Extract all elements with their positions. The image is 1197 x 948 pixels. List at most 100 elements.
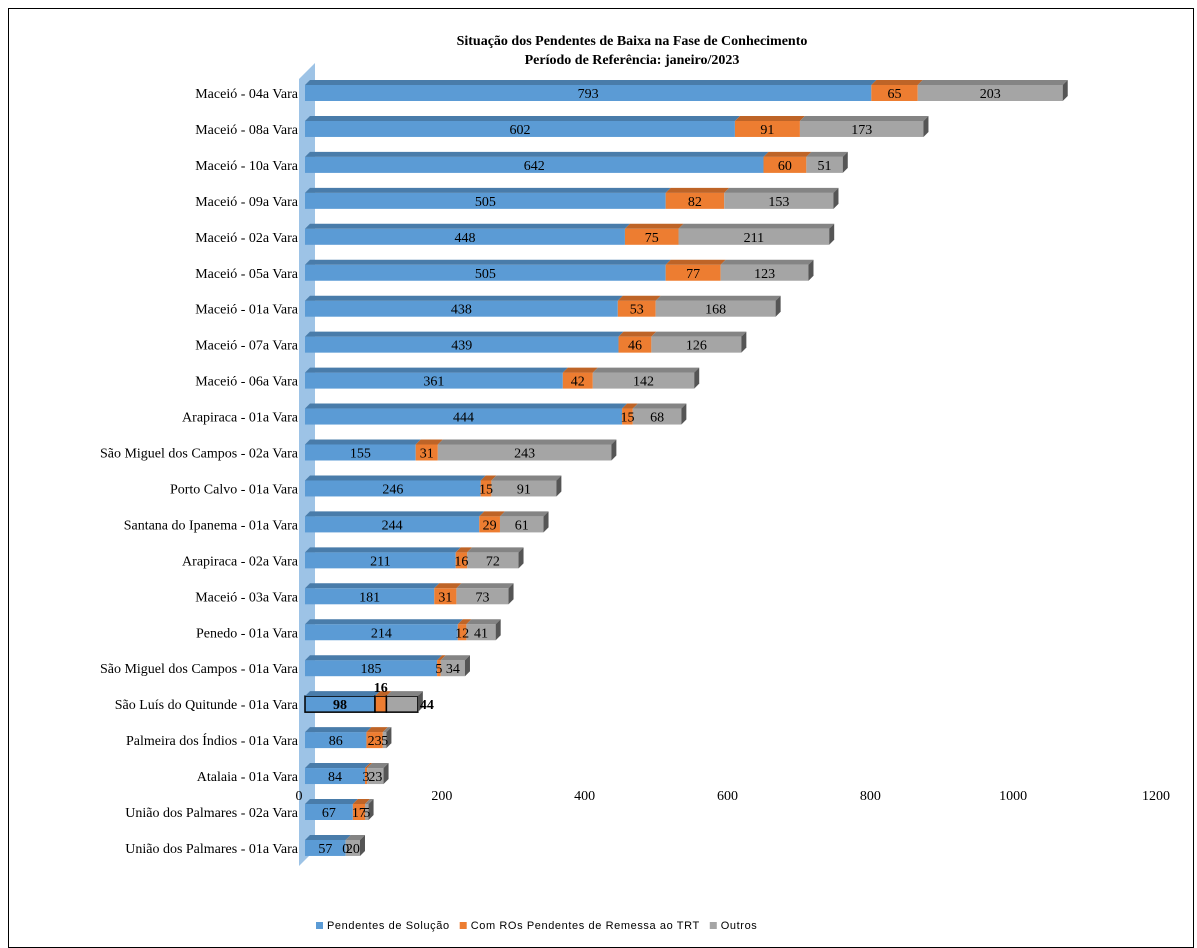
- data-label: 12: [455, 626, 469, 641]
- data-label: 181: [359, 590, 380, 605]
- bar-segment-top: [305, 475, 486, 480]
- bar-segment-top: [656, 296, 781, 301]
- data-label: 23: [368, 770, 382, 785]
- bar-segment-top: [305, 655, 442, 660]
- data-label: 438: [451, 303, 472, 318]
- data-label: 123: [754, 267, 775, 282]
- legend-swatch: [316, 922, 323, 929]
- data-label: 168: [705, 303, 726, 318]
- data-label: 361: [423, 375, 444, 390]
- category-label: União dos Palmares - 02a Vara: [125, 806, 299, 821]
- bar-segment-top: [305, 691, 380, 696]
- data-label: 91: [760, 123, 774, 138]
- data-label: 84: [328, 770, 342, 785]
- data-label: 98: [333, 698, 347, 713]
- bar-segment: [386, 696, 417, 712]
- data-label: 68: [650, 411, 664, 426]
- legend-swatch: [460, 922, 467, 929]
- category-label: Maceió - 05a Vara: [195, 267, 299, 282]
- legend-label: Pendentes de Solução: [327, 920, 450, 932]
- data-label: 60: [778, 159, 792, 174]
- legend-label: Com ROs Pendentes de Remessa ao TRT: [471, 920, 700, 932]
- bar-segment-top: [305, 763, 370, 768]
- x-tick-label: 600: [717, 789, 738, 804]
- bar-segment-top: [763, 152, 811, 157]
- bar-segment: [375, 696, 386, 712]
- category-label: São Miguel dos Campos - 01a Vara: [100, 662, 299, 677]
- category-label: São Luís do Quitunde - 01a Vara: [115, 698, 299, 713]
- bar-segment-top: [305, 116, 740, 121]
- category-label: Maceió - 01a Vara: [195, 303, 299, 318]
- data-label: 5: [363, 806, 370, 821]
- bar-segment-top: [305, 260, 671, 265]
- category-label: Maceió - 03a Vara: [195, 590, 299, 605]
- category-label: Maceió - 04a Vara: [195, 87, 299, 102]
- category-label: Maceió - 06a Vara: [195, 375, 299, 390]
- bar-segment-top: [500, 511, 549, 516]
- data-label: 505: [475, 195, 496, 210]
- category-label: Santana do Ipanema - 01a Vara: [124, 518, 299, 533]
- data-label: 61: [515, 518, 529, 533]
- data-label: 244: [382, 518, 403, 533]
- bar-segment-top: [806, 152, 847, 157]
- category-label: Arapiraca - 01a Vara: [182, 411, 299, 426]
- category-label: Palmeira dos Índios - 01a Vara: [126, 732, 299, 749]
- bar-segment-top: [305, 799, 358, 804]
- data-label: 46: [628, 339, 642, 354]
- bar-segment-top: [467, 547, 523, 552]
- legend-label: Outros: [721, 920, 758, 932]
- data-label: 173: [851, 123, 872, 138]
- data-label: 448: [454, 231, 475, 246]
- bar-segment-top: [305, 152, 768, 157]
- data-label: 15: [479, 482, 493, 497]
- data-label: 75: [645, 231, 659, 246]
- bar-segment-top: [305, 296, 623, 301]
- category-label: São Miguel dos Campos - 02a Vara: [100, 447, 299, 462]
- x-tick-label: 1000: [999, 789, 1027, 804]
- bar-segment-top: [721, 260, 814, 265]
- category-label: Arapiraca - 02a Vara: [182, 554, 299, 569]
- x-tick-label: 800: [860, 789, 881, 804]
- data-label: 16: [374, 681, 388, 696]
- data-label: 82: [688, 195, 702, 210]
- data-label: 214: [371, 626, 392, 641]
- data-label: 91: [517, 482, 531, 497]
- data-label: 602: [509, 123, 530, 138]
- data-label: 57: [318, 842, 332, 857]
- bar-segment-top: [679, 224, 835, 229]
- bar-segment-top: [305, 835, 351, 840]
- bar-segment-top: [386, 691, 422, 696]
- bar-segment-top: [305, 224, 630, 229]
- data-label: 44: [420, 698, 434, 713]
- bar-segment-top: [619, 332, 657, 337]
- data-label: 51: [818, 159, 832, 174]
- data-label: 126: [686, 339, 707, 354]
- x-tick-label: 200: [431, 789, 452, 804]
- bar-segment-top: [800, 116, 929, 121]
- bar-segment-top: [305, 511, 484, 516]
- category-label: Penedo - 01a Vara: [196, 626, 299, 641]
- bar-segment-top: [466, 619, 500, 624]
- bar-segment-top: [724, 188, 838, 193]
- data-label: 23: [368, 734, 382, 749]
- bar-segment-top: [305, 727, 371, 732]
- bar-segment-top: [456, 583, 513, 588]
- data-label: 77: [686, 267, 700, 282]
- data-label: 211: [744, 231, 764, 246]
- bar-segment-top: [871, 80, 922, 85]
- data-label: 53: [630, 303, 644, 318]
- category-label: Porto Calvo - 01a Vara: [170, 482, 299, 497]
- category-label: Atalaia - 01a Vara: [197, 770, 299, 785]
- bar-segment-top: [563, 368, 598, 373]
- data-label: 72: [486, 554, 500, 569]
- category-label: União dos Palmares - 01a Vara: [125, 842, 299, 857]
- bar-segment-top: [491, 475, 561, 480]
- x-tick-label: 0: [296, 789, 303, 804]
- bar-segment-top: [305, 332, 624, 337]
- x-tick-label: 400: [574, 789, 595, 804]
- data-label: 246: [382, 482, 403, 497]
- bar-segment-top: [651, 332, 746, 337]
- category-label: Maceió - 08a Vara: [195, 123, 299, 138]
- bar-segment-top: [305, 80, 876, 85]
